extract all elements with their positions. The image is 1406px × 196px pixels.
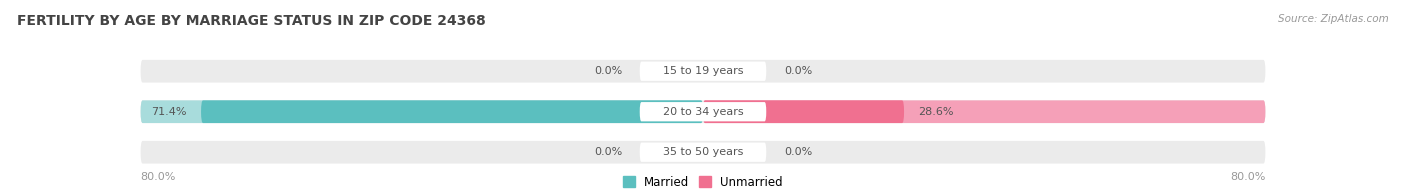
FancyBboxPatch shape bbox=[640, 62, 766, 81]
Text: 0.0%: 0.0% bbox=[785, 66, 813, 76]
Text: 0.0%: 0.0% bbox=[785, 147, 813, 157]
Text: 0.0%: 0.0% bbox=[593, 66, 621, 76]
FancyBboxPatch shape bbox=[141, 141, 1265, 164]
FancyBboxPatch shape bbox=[640, 142, 766, 162]
Text: 71.4%: 71.4% bbox=[152, 107, 187, 117]
FancyBboxPatch shape bbox=[141, 100, 703, 123]
FancyBboxPatch shape bbox=[703, 100, 1265, 123]
FancyBboxPatch shape bbox=[201, 100, 703, 123]
Text: 80.0%: 80.0% bbox=[1230, 172, 1265, 182]
Text: 0.0%: 0.0% bbox=[593, 147, 621, 157]
Text: 80.0%: 80.0% bbox=[141, 172, 176, 182]
Text: 28.6%: 28.6% bbox=[918, 107, 953, 117]
FancyBboxPatch shape bbox=[141, 60, 1265, 83]
Text: 20 to 34 years: 20 to 34 years bbox=[662, 107, 744, 117]
FancyBboxPatch shape bbox=[141, 100, 1265, 123]
Text: 15 to 19 years: 15 to 19 years bbox=[662, 66, 744, 76]
Text: Source: ZipAtlas.com: Source: ZipAtlas.com bbox=[1278, 14, 1389, 24]
Text: FERTILITY BY AGE BY MARRIAGE STATUS IN ZIP CODE 24368: FERTILITY BY AGE BY MARRIAGE STATUS IN Z… bbox=[17, 14, 485, 28]
Text: 35 to 50 years: 35 to 50 years bbox=[662, 147, 744, 157]
FancyBboxPatch shape bbox=[703, 100, 904, 123]
FancyBboxPatch shape bbox=[640, 102, 766, 121]
Legend: Married, Unmarried: Married, Unmarried bbox=[623, 176, 783, 189]
